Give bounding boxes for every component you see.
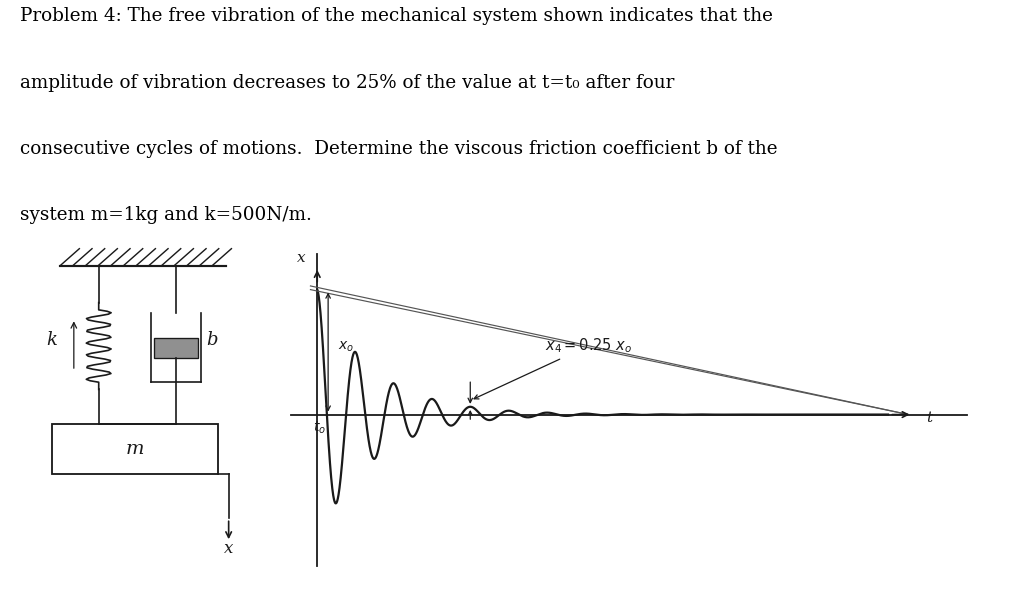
Text: x: x <box>224 540 233 557</box>
Text: b: b <box>206 331 218 349</box>
Text: $t_o$: $t_o$ <box>313 420 327 437</box>
Text: t: t <box>926 411 932 425</box>
Bar <box>52 424 218 473</box>
Text: $x_o$: $x_o$ <box>338 340 353 354</box>
Text: $x_4 = 0.25\ x_o$: $x_4 = 0.25\ x_o$ <box>474 336 632 399</box>
Text: Problem 4: The free vibration of the mechanical system shown indicates that the: Problem 4: The free vibration of the mec… <box>20 7 773 25</box>
Text: m: m <box>125 440 144 457</box>
Text: amplitude of vibration decreases to 25% of the value at t=t₀ after four: amplitude of vibration decreases to 25% … <box>20 74 675 91</box>
Text: k: k <box>46 331 57 349</box>
Text: system m=1kg and k=500N/m.: system m=1kg and k=500N/m. <box>20 206 312 224</box>
Text: consecutive cycles of motions.  Determine the viscous friction coefficient b of : consecutive cycles of motions. Determine… <box>20 140 778 158</box>
Text: x: x <box>297 251 305 265</box>
Bar <box>154 338 199 358</box>
